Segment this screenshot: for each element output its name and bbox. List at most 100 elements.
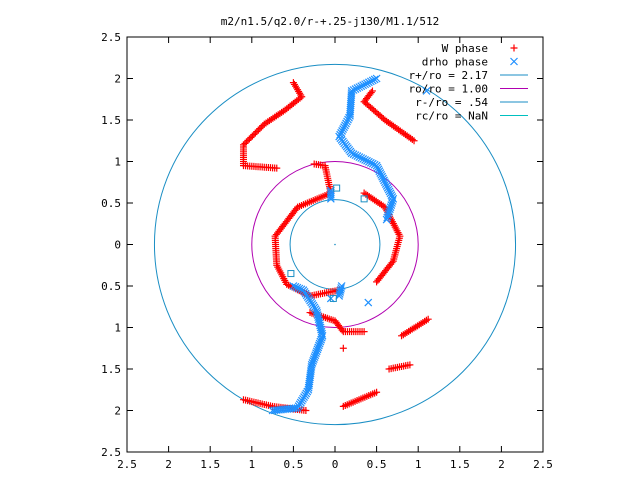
data-point <box>353 84 362 93</box>
data-point <box>368 76 377 85</box>
data-point <box>345 113 353 122</box>
data-point <box>272 231 280 239</box>
circle-1 <box>251 161 419 328</box>
data-point <box>374 165 383 174</box>
center-point <box>334 243 336 246</box>
data-point <box>375 167 384 176</box>
y-tick-label: 0.5 <box>101 280 121 293</box>
data-point <box>377 170 386 179</box>
data-point <box>326 190 335 199</box>
data-point <box>359 155 368 163</box>
data-point <box>271 164 279 172</box>
y-tick-label: 2 <box>114 73 121 86</box>
data-point <box>379 174 387 183</box>
data-point <box>366 158 375 167</box>
data-point <box>372 74 381 83</box>
data-point <box>364 298 373 307</box>
data-point <box>247 133 255 141</box>
data-point <box>404 361 412 369</box>
data-point <box>274 229 282 237</box>
y-tick-label: 2 <box>114 405 121 418</box>
legend-label: rc/ro = NaN <box>415 110 488 123</box>
data-point <box>284 103 292 111</box>
data-point <box>378 113 386 121</box>
legend-label: drho phase <box>422 56 488 69</box>
square-marker <box>333 184 341 192</box>
data-point <box>373 163 382 172</box>
y-tick-label: 1 <box>114 322 121 335</box>
data-point <box>380 176 388 185</box>
data-point <box>381 180 390 189</box>
series-0 <box>239 79 432 414</box>
data-point <box>341 328 349 336</box>
data-point <box>338 127 347 135</box>
data-point <box>253 128 261 136</box>
legend-label: ro/ro = 1.00 <box>409 83 488 96</box>
data-point <box>364 157 373 166</box>
x-tick-label: 0.5 <box>367 458 387 471</box>
x-tick-label: 2 <box>498 458 505 471</box>
data-point <box>297 91 305 99</box>
square-marker <box>287 270 295 278</box>
data-point <box>385 187 394 196</box>
data-point <box>293 283 302 292</box>
data-point <box>339 344 347 352</box>
x-tick-label: 0 <box>332 458 339 471</box>
data-point <box>259 122 267 130</box>
data-point <box>355 83 364 92</box>
data-point <box>386 189 395 198</box>
data-point <box>289 282 298 290</box>
data-point <box>361 155 370 164</box>
data-point <box>388 259 396 267</box>
data-point <box>372 161 381 170</box>
data-point <box>242 396 250 404</box>
data-point <box>370 75 379 84</box>
data-point <box>349 150 358 159</box>
data-point <box>336 286 345 294</box>
data-point <box>362 95 370 103</box>
data-point <box>357 154 366 162</box>
legend-label: W phase <box>442 42 488 55</box>
data-point <box>355 153 364 161</box>
data-point <box>384 185 393 194</box>
data-point <box>363 156 371 165</box>
data-point <box>339 125 348 133</box>
data-point <box>257 123 265 131</box>
data-point <box>346 107 355 116</box>
data-point <box>254 126 262 134</box>
x-tick-label: 0.5 <box>283 458 303 471</box>
data-point <box>399 331 407 339</box>
data-point <box>343 117 351 126</box>
data-point <box>242 138 250 146</box>
data-point <box>383 213 392 222</box>
data-point <box>382 182 391 190</box>
data-point <box>383 211 392 220</box>
data-point <box>333 320 341 328</box>
data-point <box>362 190 370 198</box>
data-point <box>364 78 373 87</box>
x-tick-label: 1 <box>248 458 255 471</box>
data-point <box>241 139 249 147</box>
legend-label: r+/ro = 2.17 <box>409 69 488 82</box>
x-tick-label: 2.5 <box>533 458 553 471</box>
data-point <box>376 169 385 177</box>
data-point <box>361 80 370 89</box>
y-tick-label: 0 <box>114 239 121 252</box>
data-point <box>248 132 256 140</box>
square-marker <box>360 195 368 203</box>
data-point <box>422 87 431 95</box>
data-point <box>309 357 318 365</box>
data-series <box>239 74 432 415</box>
data-point <box>326 294 335 303</box>
data-point <box>344 115 352 124</box>
data-point <box>380 178 389 187</box>
data-point <box>273 259 281 267</box>
y-tick-label: 0.5 <box>101 197 121 210</box>
data-point <box>305 381 313 390</box>
data-point <box>270 406 279 415</box>
data-point <box>366 77 375 86</box>
legend-marker <box>510 44 518 52</box>
data-point <box>337 284 346 292</box>
